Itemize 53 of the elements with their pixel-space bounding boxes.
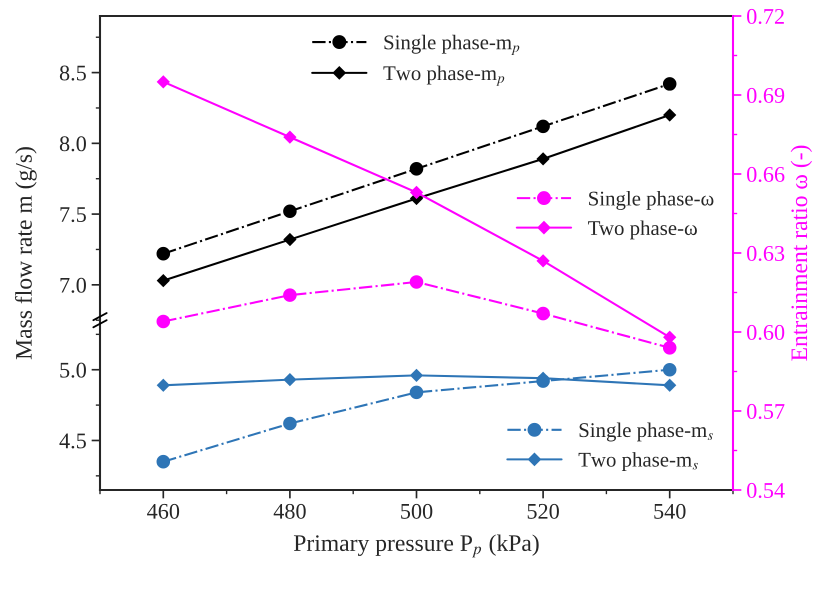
point bbox=[156, 75, 170, 88]
point bbox=[410, 368, 423, 382]
point bbox=[536, 152, 550, 166]
y2-tick-label: 0.72 bbox=[747, 8, 784, 24]
point bbox=[410, 386, 424, 400]
point bbox=[156, 454, 170, 468]
point bbox=[662, 362, 676, 376]
point bbox=[283, 233, 296, 246]
x-tick-label: 500 bbox=[401, 504, 432, 519]
point bbox=[156, 246, 170, 260]
y-tick-label: 7.0 bbox=[60, 278, 86, 293]
point bbox=[283, 130, 296, 144]
x-tick-label: 520 bbox=[528, 504, 559, 519]
y2-tick-label: 0.63 bbox=[747, 246, 784, 262]
legend-label: Single phase-m$_{s}$ bbox=[580, 422, 713, 442]
legend-label: Two phase-m$_{s}$ bbox=[578, 452, 698, 471]
x-tick-label: 460 bbox=[147, 504, 180, 519]
point bbox=[410, 275, 424, 289]
y-tick-label: 7.5 bbox=[60, 207, 86, 222]
point bbox=[283, 204, 297, 218]
y2-axis-title: Entrainment ratio ω (-) bbox=[790, 146, 812, 361]
y-tick-label: 4.5 bbox=[59, 434, 86, 449]
y2-tick-label: 0.57 bbox=[747, 404, 784, 420]
y2-tick-label: 0.54 bbox=[747, 482, 785, 498]
legend-label: Two phase-ω bbox=[588, 220, 697, 240]
legend-label: Single phase-ω bbox=[589, 190, 714, 210]
y2-tick-label: 0.66 bbox=[747, 166, 784, 182]
point bbox=[410, 162, 424, 176]
legend-label: Two phase-m$_{p}$ bbox=[383, 66, 504, 86]
point bbox=[662, 341, 676, 355]
y2-tick-label: 0.60 bbox=[747, 324, 784, 340]
point bbox=[662, 77, 676, 91]
point bbox=[283, 288, 297, 302]
point bbox=[156, 274, 170, 288]
point bbox=[156, 378, 170, 392]
y-axis-title: Mass flow rate m (g/s) bbox=[14, 147, 37, 360]
x-tick-label: 540 bbox=[654, 504, 686, 519]
legend-label: Single phase-m$_{p}$ bbox=[384, 34, 520, 55]
point bbox=[536, 306, 550, 320]
y-tick-label: 8.0 bbox=[60, 136, 86, 152]
point bbox=[663, 108, 676, 122]
point bbox=[283, 416, 297, 430]
y-tick-label: 8.5 bbox=[60, 66, 86, 81]
point bbox=[410, 186, 423, 199]
point bbox=[663, 378, 676, 392]
y2-tick-label: 0.69 bbox=[747, 88, 784, 104]
x-tick-label: 480 bbox=[274, 504, 306, 519]
point bbox=[283, 373, 296, 386]
point bbox=[536, 254, 550, 268]
y-tick-label: 5.0 bbox=[60, 362, 86, 378]
x-axis-title: Primary pressure P$_{p}$ (kPa) bbox=[294, 534, 539, 558]
point bbox=[156, 314, 170, 328]
point bbox=[536, 120, 550, 134]
